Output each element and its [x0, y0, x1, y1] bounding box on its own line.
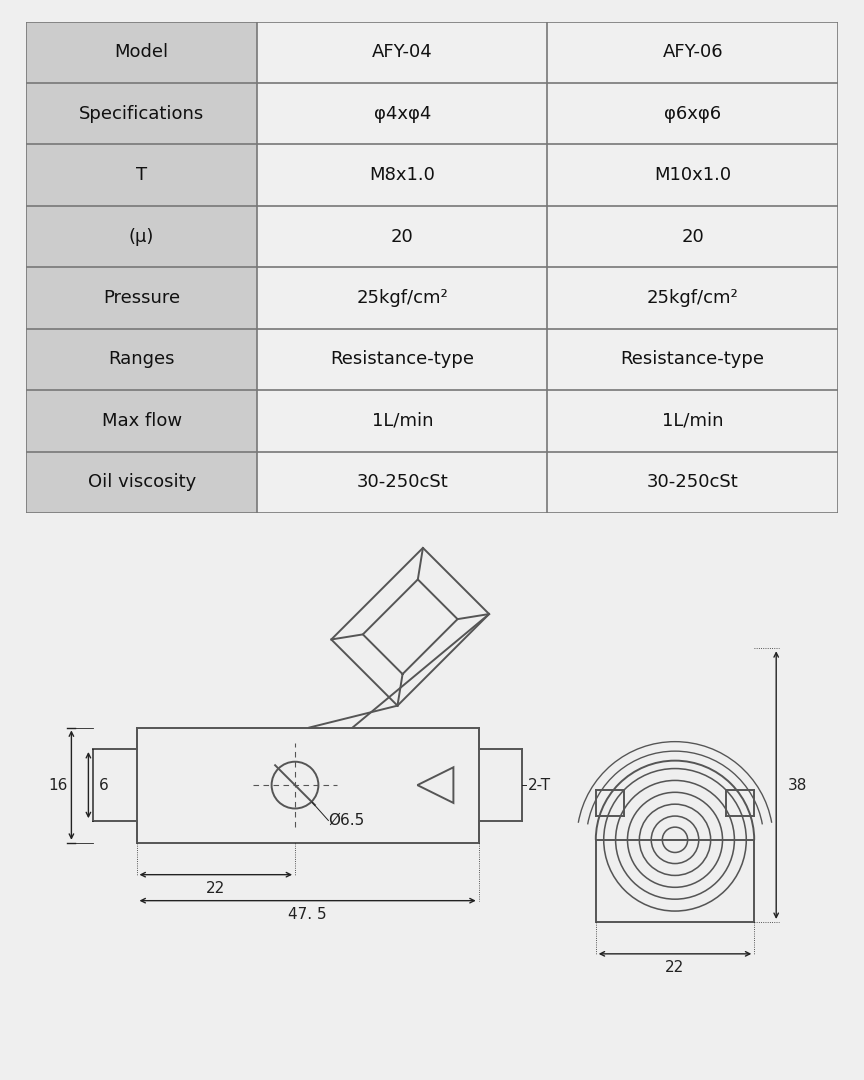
Bar — [257, 206, 547, 267]
Text: 20: 20 — [391, 228, 414, 245]
Bar — [26, 145, 257, 206]
Text: AFY-04: AFY-04 — [372, 43, 433, 62]
Text: 30-250cSt: 30-250cSt — [647, 473, 739, 491]
Text: 6: 6 — [98, 778, 108, 793]
Text: 30-250cSt: 30-250cSt — [357, 473, 448, 491]
Bar — [257, 451, 547, 513]
Bar — [547, 206, 838, 267]
Bar — [26, 267, 257, 328]
Text: 22: 22 — [665, 960, 684, 975]
Text: φ4xφ4: φ4xφ4 — [373, 105, 431, 123]
Text: 20: 20 — [682, 228, 704, 245]
Text: M10x1.0: M10x1.0 — [654, 166, 731, 185]
Text: 38: 38 — [788, 778, 808, 793]
Text: 25kgf/cm²: 25kgf/cm² — [647, 289, 739, 307]
Bar — [547, 22, 838, 83]
Text: Pressure: Pressure — [103, 289, 181, 307]
Text: 25kgf/cm²: 25kgf/cm² — [357, 289, 448, 307]
Text: 1L/min: 1L/min — [662, 411, 723, 430]
Bar — [547, 267, 838, 328]
Text: 47. 5: 47. 5 — [289, 907, 327, 922]
Text: Max flow: Max flow — [102, 411, 181, 430]
Text: T: T — [137, 166, 147, 185]
Text: Oil viscosity: Oil viscosity — [87, 473, 196, 491]
Text: Model: Model — [115, 43, 168, 62]
Text: M8x1.0: M8x1.0 — [370, 166, 435, 185]
Text: 1L/min: 1L/min — [372, 411, 433, 430]
Text: Resistance-type: Resistance-type — [330, 350, 474, 368]
Bar — [257, 145, 547, 206]
Text: Ranges: Ranges — [108, 350, 175, 368]
Text: 22: 22 — [206, 881, 226, 896]
Text: Resistance-type: Resistance-type — [620, 350, 765, 368]
Text: 2-T: 2-T — [528, 778, 551, 793]
Bar — [26, 328, 257, 390]
Text: AFY-06: AFY-06 — [663, 43, 723, 62]
Text: Ø6.5: Ø6.5 — [328, 813, 365, 828]
Bar — [26, 390, 257, 451]
Bar — [26, 22, 257, 83]
Text: (μ): (μ) — [129, 228, 155, 245]
Text: 16: 16 — [48, 778, 68, 793]
Bar — [547, 451, 838, 513]
Bar — [547, 328, 838, 390]
Text: φ6xφ6: φ6xφ6 — [664, 105, 721, 123]
Bar — [257, 328, 547, 390]
Bar — [257, 267, 547, 328]
Bar — [26, 451, 257, 513]
Bar — [547, 83, 838, 145]
Bar — [547, 390, 838, 451]
Bar — [26, 83, 257, 145]
Bar — [257, 390, 547, 451]
Bar — [547, 145, 838, 206]
Bar — [257, 83, 547, 145]
Text: Specifications: Specifications — [79, 105, 204, 123]
Bar — [26, 206, 257, 267]
Bar — [257, 22, 547, 83]
